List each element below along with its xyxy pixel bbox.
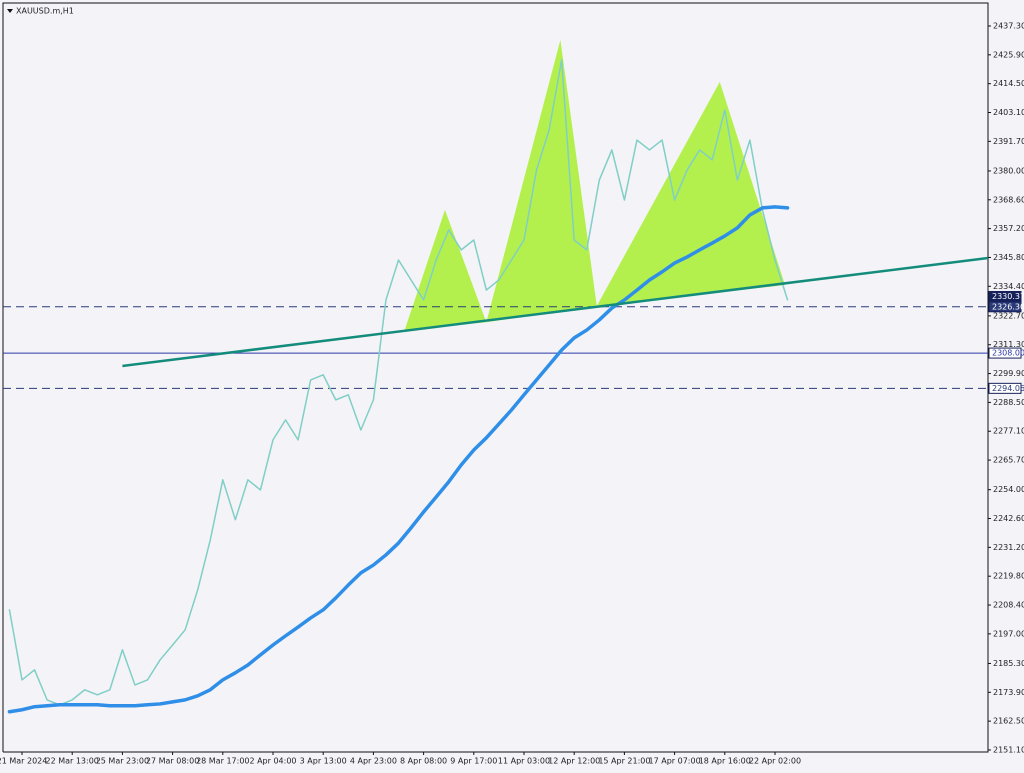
price-label: 2308.00 <box>992 349 1024 358</box>
x-tick-label: 18 Apr 16:00 <box>699 757 751 766</box>
y-tick-label: 2242.60 <box>993 514 1024 523</box>
y-tick-label: 2265.70 <box>993 456 1024 465</box>
price-label: 2294.06 <box>992 384 1024 393</box>
y-tick-label: 2368.60 <box>993 195 1024 204</box>
y-tick-label: 2173.90 <box>993 688 1024 697</box>
y-tick-label: 2162.50 <box>993 717 1024 726</box>
price-label-box <box>988 290 1022 302</box>
x-tick-label: 27 Mar 08:00 <box>146 757 199 766</box>
x-tick-label: 4 Apr 23:00 <box>350 757 397 766</box>
y-tick-label: 2254.00 <box>993 485 1024 494</box>
y-tick-label: 2380.00 <box>993 166 1024 175</box>
y-tick-label: 2299.90 <box>993 369 1024 378</box>
x-tick-label: 12 Apr 12:00 <box>548 757 600 766</box>
y-tick-label: 2345.80 <box>993 253 1024 262</box>
x-tick-label: 3 Apr 13:00 <box>300 757 347 766</box>
series-line <box>8 59 789 706</box>
x-tick-label: 25 Mar 23:00 <box>96 757 149 766</box>
x-tick-label: 17 Apr 07:00 <box>649 757 701 766</box>
x-tick-label: 15 Apr 21:00 <box>598 757 650 766</box>
price-label-box <box>988 347 1022 359</box>
y-tick-label: 2425.90 <box>993 50 1024 59</box>
series-line <box>7 205 790 714</box>
x-tick-label: 9 Apr 17:00 <box>450 757 497 766</box>
y-tick-label: 2288.50 <box>993 398 1024 407</box>
pattern-triangle <box>404 209 487 330</box>
pattern-triangle <box>596 81 786 307</box>
y-tick-label: 2391.70 <box>993 137 1024 146</box>
price-label: 2326.30 <box>992 302 1024 311</box>
y-tick-label: 2197.00 <box>993 629 1024 638</box>
y-tick-label: 2334.40 <box>993 282 1024 291</box>
y-tick-label: 2219.80 <box>993 572 1024 581</box>
menu-arrow-icon[interactable] <box>7 9 13 13</box>
x-tick-label: 11 Apr 03:00 <box>498 757 550 766</box>
price-label-box <box>988 382 1022 394</box>
y-tick-label: 2311.30 <box>993 340 1024 349</box>
x-tick-label: 28 Mar 17:00 <box>196 757 249 766</box>
y-tick-label: 2231.20 <box>993 543 1024 552</box>
y-tick-label: 2185.30 <box>993 659 1024 668</box>
x-tick-label: 2 Apr 04:00 <box>249 757 296 766</box>
x-tick-label: 21 Mar 2024 <box>0 757 47 766</box>
x-tick-label: 22 Apr 02:00 <box>749 757 801 766</box>
y-tick-label: 2151.10 <box>993 745 1024 754</box>
plot-frame <box>2 2 989 753</box>
x-tick-label: 22 Mar 13:00 <box>45 757 98 766</box>
x-tick-label: 8 Apr 08:00 <box>400 757 447 766</box>
trendline <box>122 256 989 368</box>
y-tick-label: 2357.20 <box>993 224 1024 233</box>
y-tick-label: 2208.40 <box>993 601 1024 610</box>
y-tick-label: 2322.70 <box>993 311 1024 320</box>
y-tick-label: 2403.10 <box>993 108 1024 117</box>
y-tick-label: 2277.10 <box>993 427 1024 436</box>
y-tick-label: 2414.50 <box>993 79 1024 88</box>
price-label: 2330.37 <box>992 292 1024 301</box>
pattern-triangle <box>486 39 597 323</box>
y-tick-label: 2437.30 <box>993 21 1024 30</box>
chart-title: XAUUSD.m,H1 <box>16 7 74 16</box>
